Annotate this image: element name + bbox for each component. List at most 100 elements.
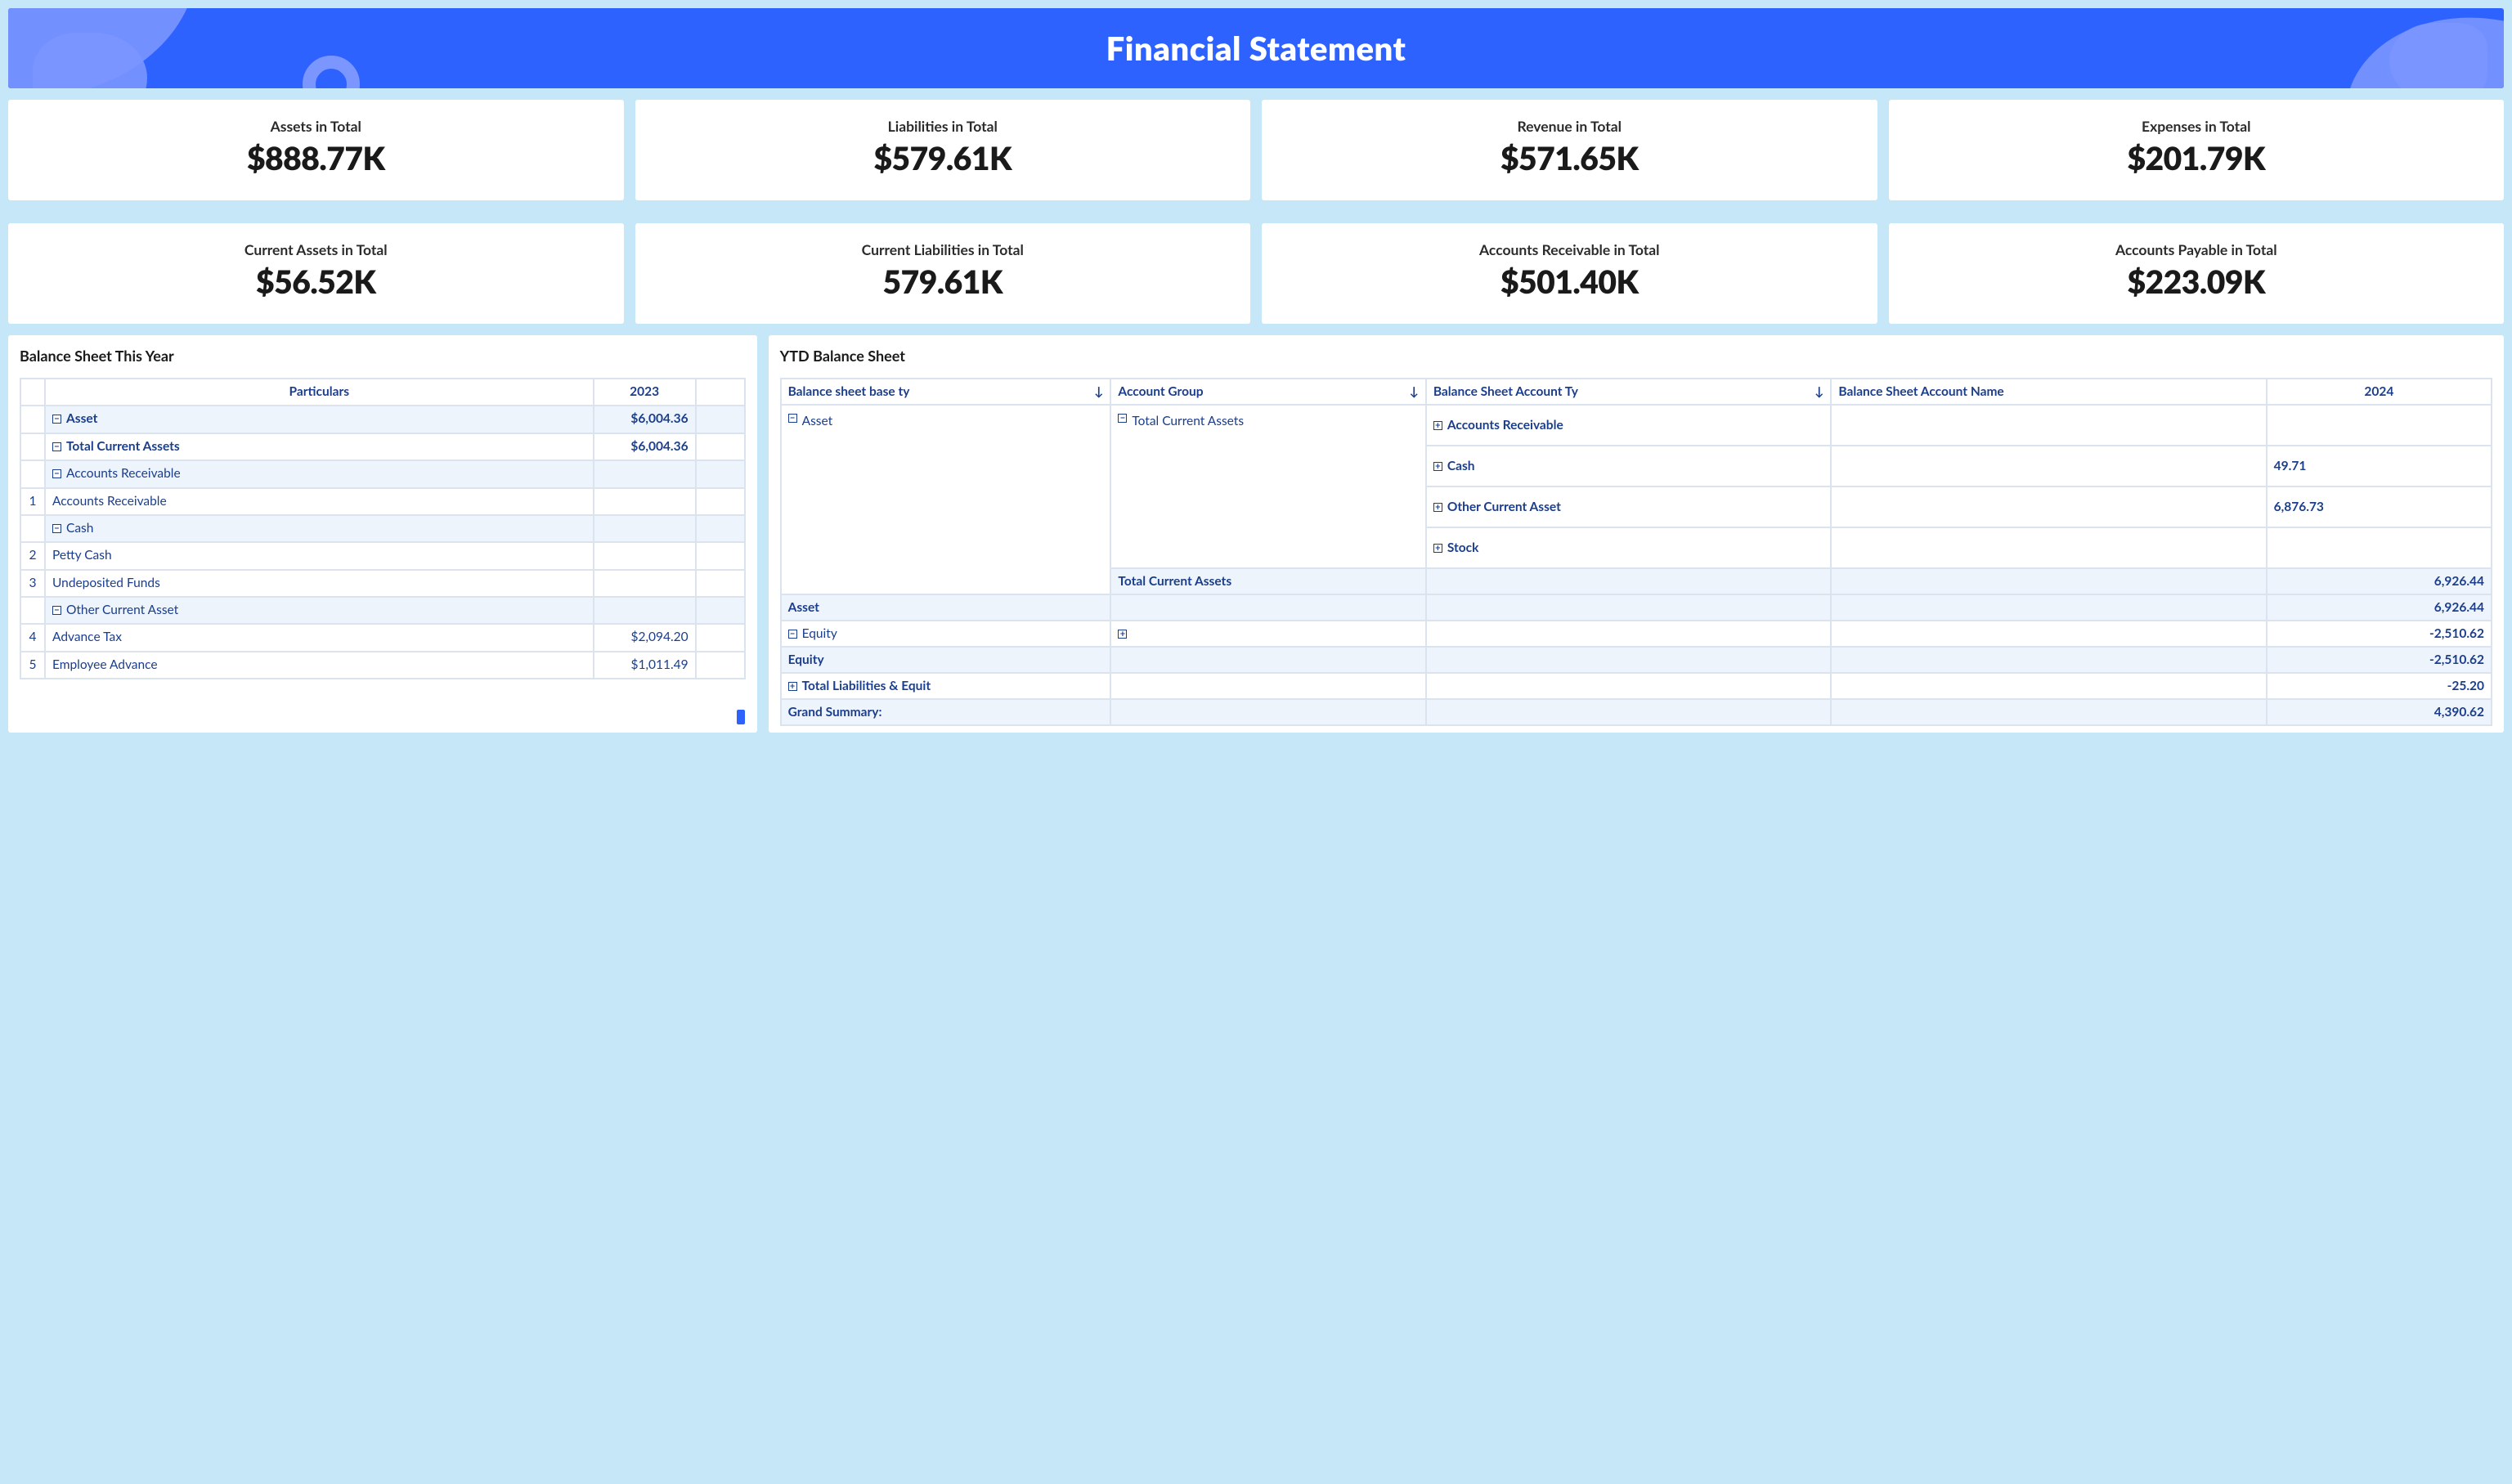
value-cell: $6,004.36 bbox=[594, 433, 696, 460]
account-group-cell[interactable]: −Total Current Assets bbox=[1110, 405, 1425, 568]
row-label: Advance Tax bbox=[52, 630, 122, 644]
collapse-icon[interactable]: − bbox=[52, 524, 61, 533]
collapse-icon[interactable]: − bbox=[52, 442, 61, 451]
row-label: Other Current Asset bbox=[1447, 500, 1561, 514]
section-total-label: Equity bbox=[781, 647, 1111, 673]
kpi-card[interactable]: Current Assets in Total$56.52K bbox=[8, 223, 624, 324]
expand-icon[interactable]: + bbox=[1118, 630, 1127, 639]
section-total-value: 6,926.44 bbox=[2267, 594, 2492, 621]
scrollbar-thumb[interactable] bbox=[737, 710, 745, 724]
particulars-cell[interactable]: −Asset bbox=[45, 406, 594, 433]
value-cell bbox=[594, 488, 696, 515]
account-type-cell[interactable]: + Other Current Asset bbox=[1426, 486, 1832, 527]
blank-cell bbox=[1426, 699, 1832, 725]
value-cell: 6,876.73 bbox=[2267, 486, 2492, 527]
expand-icon[interactable]: + bbox=[788, 682, 797, 691]
ytd-balance-sheet-panel: YTD Balance Sheet Balance sheet base ty↓… bbox=[769, 335, 2504, 733]
kpi-row: Assets in Total$888.77KLiabilities in To… bbox=[8, 100, 2504, 200]
particulars-cell[interactable]: −Total Current Assets bbox=[45, 433, 594, 460]
kpi-label: Accounts Payable in Total bbox=[1897, 241, 2496, 258]
value-cell bbox=[2267, 405, 2492, 446]
kpi-card[interactable]: Accounts Payable in Total$223.09K bbox=[1889, 223, 2505, 324]
account-name-cell bbox=[1831, 405, 2266, 446]
column-header-particulars[interactable]: Particulars bbox=[45, 379, 594, 406]
account-type-cell[interactable]: +Cash bbox=[1426, 446, 1832, 486]
expand-icon[interactable]: + bbox=[1433, 421, 1442, 430]
kpi-card[interactable]: Expenses in Total$201.79K bbox=[1889, 100, 2505, 200]
account-group-cell[interactable]: + bbox=[1110, 621, 1425, 647]
account-name-cell bbox=[1831, 446, 2266, 486]
blank-cell bbox=[1110, 699, 1425, 725]
particulars-cell[interactable]: Accounts Receivable bbox=[45, 488, 594, 515]
blank-cell bbox=[1110, 594, 1425, 621]
kpi-card[interactable]: Assets in Total$888.77K bbox=[8, 100, 624, 200]
balance-sheet-this-year-grid: Particulars2023−Asset$6,004.36−Total Cur… bbox=[20, 378, 746, 679]
row-index: 1 bbox=[20, 488, 45, 515]
particulars-cell[interactable]: Employee Advance bbox=[45, 652, 594, 679]
column-header[interactable]: Balance Sheet Account Name bbox=[1831, 379, 2266, 405]
grand-summary-value: 4,390.62 bbox=[2267, 699, 2492, 725]
collapse-icon[interactable]: − bbox=[1118, 414, 1127, 423]
row-label: Other Current Asset bbox=[66, 603, 178, 617]
account-type-cell[interactable]: + Accounts Receivable bbox=[1426, 405, 1832, 446]
value-cell: $2,094.20 bbox=[594, 624, 696, 651]
ytd-balance-sheet-grid: Balance sheet base ty↓Account Group↓Bala… bbox=[780, 378, 2492, 726]
expand-icon[interactable]: + bbox=[1433, 462, 1442, 471]
header-banner: Financial Statement bbox=[8, 8, 2504, 88]
row-label: Accounts Receivable bbox=[1447, 418, 1563, 433]
collapse-icon[interactable]: − bbox=[52, 606, 61, 615]
collapse-icon[interactable]: − bbox=[52, 469, 61, 478]
value-cell bbox=[594, 515, 696, 542]
blank-cell bbox=[1831, 594, 2266, 621]
column-header[interactable]: Balance sheet base ty↓ bbox=[781, 379, 1111, 405]
column-header-year[interactable]: 2023 bbox=[594, 379, 696, 406]
particulars-cell[interactable]: −Cash bbox=[45, 515, 594, 542]
sort-desc-icon[interactable]: ↓ bbox=[1094, 384, 1103, 399]
kpi-label: Accounts Receivable in Total bbox=[1270, 241, 1869, 258]
kpi-card[interactable]: Revenue in Total$571.65K bbox=[1262, 100, 1877, 200]
particulars-cell[interactable]: −Other Current Asset bbox=[45, 597, 594, 624]
particulars-cell[interactable]: Petty Cash bbox=[45, 542, 594, 569]
row-label: Petty Cash bbox=[52, 548, 112, 563]
row-index bbox=[20, 597, 45, 624]
kpi-value: $501.40K bbox=[1270, 263, 1869, 301]
column-label: Balance Sheet Account Name bbox=[1838, 384, 2003, 399]
row-label: Stock bbox=[1447, 540, 1479, 555]
row-label: Accounts Receivable bbox=[52, 494, 167, 509]
particulars-cell[interactable]: −Accounts Receivable bbox=[45, 460, 594, 487]
account-type-cell[interactable]: + Stock bbox=[1426, 527, 1832, 568]
row-label: Cash bbox=[66, 521, 93, 536]
blank-cell bbox=[1110, 647, 1425, 673]
row-index bbox=[20, 433, 45, 460]
row-index: 3 bbox=[20, 570, 45, 597]
base-type-cell[interactable]: −Equity bbox=[781, 621, 1111, 647]
base-type-cell[interactable]: −Asset bbox=[781, 405, 1111, 594]
base-type-cell[interactable]: +Total Liabilities & Equit bbox=[781, 673, 1111, 699]
blank-cell bbox=[696, 542, 745, 569]
blank-cell bbox=[696, 570, 745, 597]
sort-desc-icon[interactable]: ↓ bbox=[1410, 384, 1419, 399]
column-header[interactable]: Balance Sheet Account Ty↓ bbox=[1426, 379, 1832, 405]
blank-cell bbox=[1426, 568, 1832, 594]
particulars-cell[interactable]: Undeposited Funds bbox=[45, 570, 594, 597]
blank-cell bbox=[1426, 647, 1832, 673]
sort-desc-icon[interactable]: ↓ bbox=[1814, 384, 1823, 399]
column-label: 2024 bbox=[2364, 384, 2393, 399]
kpi-card[interactable]: Current Liabilities in Total579.61K bbox=[635, 223, 1251, 324]
kpi-row: Current Assets in Total$56.52KCurrent Li… bbox=[8, 223, 2504, 324]
kpi-card[interactable]: Liabilities in Total$579.61K bbox=[635, 100, 1251, 200]
row-index: 5 bbox=[20, 652, 45, 679]
particulars-cell[interactable]: Advance Tax bbox=[45, 624, 594, 651]
expand-icon[interactable]: + bbox=[1433, 544, 1442, 553]
value-cell: $1,011.49 bbox=[594, 652, 696, 679]
column-header[interactable]: 2024 bbox=[2267, 379, 2492, 405]
expand-icon[interactable]: + bbox=[1433, 503, 1442, 512]
blank-cell bbox=[1831, 568, 2266, 594]
collapse-icon[interactable]: − bbox=[788, 414, 797, 423]
kpi-card[interactable]: Accounts Receivable in Total $501.40K bbox=[1262, 223, 1877, 324]
kpi-label: Current Liabilities in Total bbox=[644, 241, 1243, 258]
collapse-icon[interactable]: − bbox=[52, 415, 61, 424]
column-header[interactable]: Account Group↓ bbox=[1110, 379, 1425, 405]
collapse-icon[interactable]: − bbox=[788, 630, 797, 639]
grand-summary-label: Grand Summary: bbox=[781, 699, 1111, 725]
